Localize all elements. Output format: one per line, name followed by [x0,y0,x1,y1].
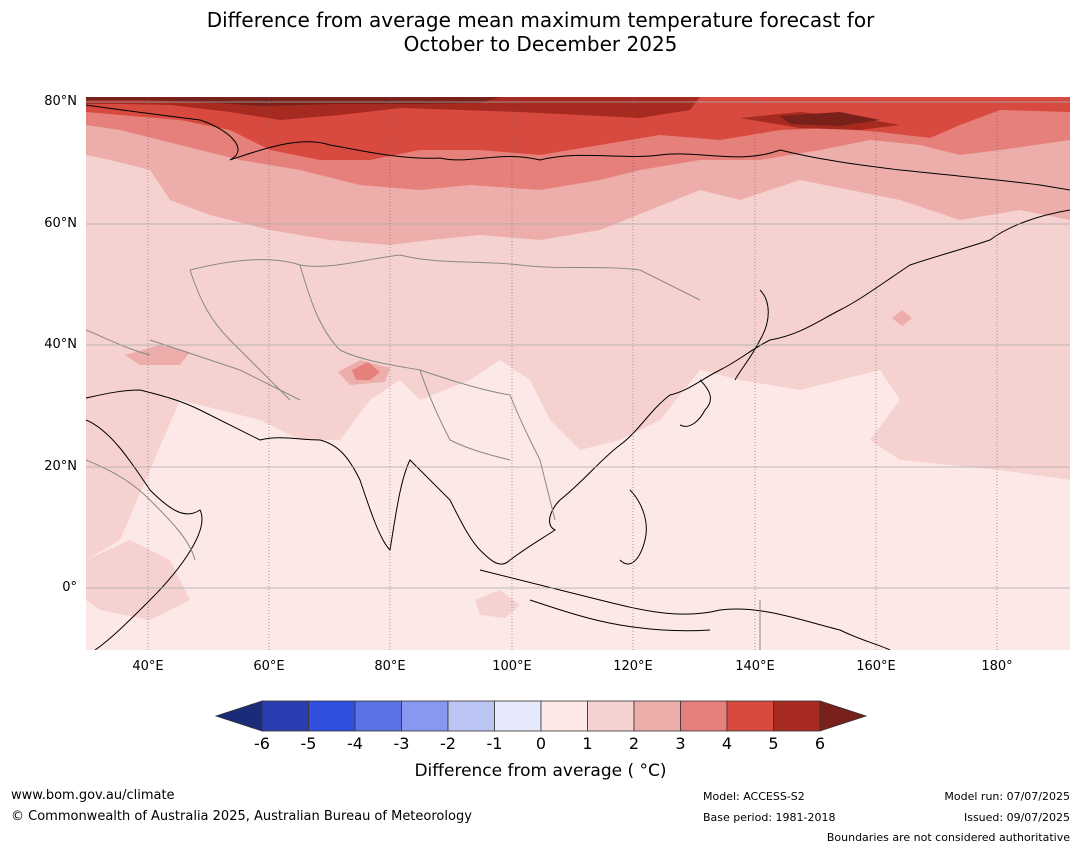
coastlines [86,104,1070,650]
longitude-gridlines [147,97,998,650]
colorbar-swatch [261,700,309,732]
colorbar-swatch [726,700,774,732]
colorbar-tick: 5 [768,734,779,753]
lat-label-80n: 80°N [44,94,77,109]
colorbar-swatch [308,700,356,732]
lat-label-0: 0° [62,580,77,595]
colorbar-swatch [494,700,542,732]
lon-label-60e: 60°E [253,659,285,674]
colorbar-tick: 3 [675,734,686,753]
country-boundaries [86,254,761,650]
colorbar [214,700,868,732]
colorbar-tick: 4 [721,734,733,753]
colorbar-swatch [680,700,728,732]
colorbar-tick: -3 [393,734,410,753]
anomaly-band-2-3-central-asia [125,345,190,365]
anomaly-band-6-plus [86,97,500,106]
website-link[interactable]: www.bom.gov.au/climate [11,788,175,803]
colorbar-tick: -4 [347,734,363,753]
title-line-2: October to December 2025 [403,32,678,56]
colorbar-tick: 2 [628,734,640,753]
colorbar-swatch [540,700,588,732]
colorbar-swatch [587,700,635,732]
model-run-text: Model run: 07/07/2025 [944,790,1070,803]
lon-label-180: 180° [981,659,1013,674]
lon-label-80e: 80°E [374,659,406,674]
lon-label-140e: 140°E [735,659,775,674]
colorbar-tick: -2 [440,734,456,753]
colorbar-label: Difference from average ( °C) [414,761,667,781]
model-text: Model: ACCESS-S2 [703,790,805,803]
colorbar-swatch [773,700,821,732]
anomaly-field [86,97,1070,650]
anomaly-band-1-2-east-africa [86,540,190,620]
lon-label-160e: 160°E [856,659,896,674]
anomaly-band-3-4-tibet [352,362,380,380]
lon-label-100e: 100°E [492,659,532,674]
colorbar-tick: 1 [582,734,593,753]
disclaimer-text: Boundaries are not considered authoritat… [826,831,1070,844]
lat-label-60n: 60°N [44,216,77,231]
title-line-1: Difference from average mean maximum tem… [206,8,875,32]
colorbar-tick: 6 [814,734,826,753]
lon-label-120e: 120°E [613,659,653,674]
colorbar-swatch [633,700,681,732]
anomaly-band-6-plus-north [780,112,880,126]
colorbar-tick: -5 [300,734,317,753]
colorbar-swatch [401,700,449,732]
issued-text: Issued: 09/07/2025 [963,811,1070,824]
map-title: Difference from average mean maximum tem… [0,8,1081,56]
anomaly-band-2-3-pacific [892,310,912,326]
colorbar-swatch [354,700,402,732]
latitude-gridlines [86,101,1070,589]
colorbar-extend-low [214,700,263,732]
copyright-text: © Commonwealth of Australia 2025, Austra… [11,809,472,824]
anomaly-band-1-2-indonesia [475,590,520,618]
base-period-text: Base period: 1981-2018 [703,811,836,824]
colorbar-extend-high [819,700,868,732]
colorbar-swatch [447,700,495,732]
colorbar-tick: 0 [535,734,547,753]
colorbar-tick: -6 [254,734,270,753]
lat-label-20n: 20°N [44,459,77,474]
lat-label-40n: 40°N [44,337,77,352]
lon-label-40e: 40°E [132,659,164,674]
colorbar-tick: -1 [486,734,503,753]
